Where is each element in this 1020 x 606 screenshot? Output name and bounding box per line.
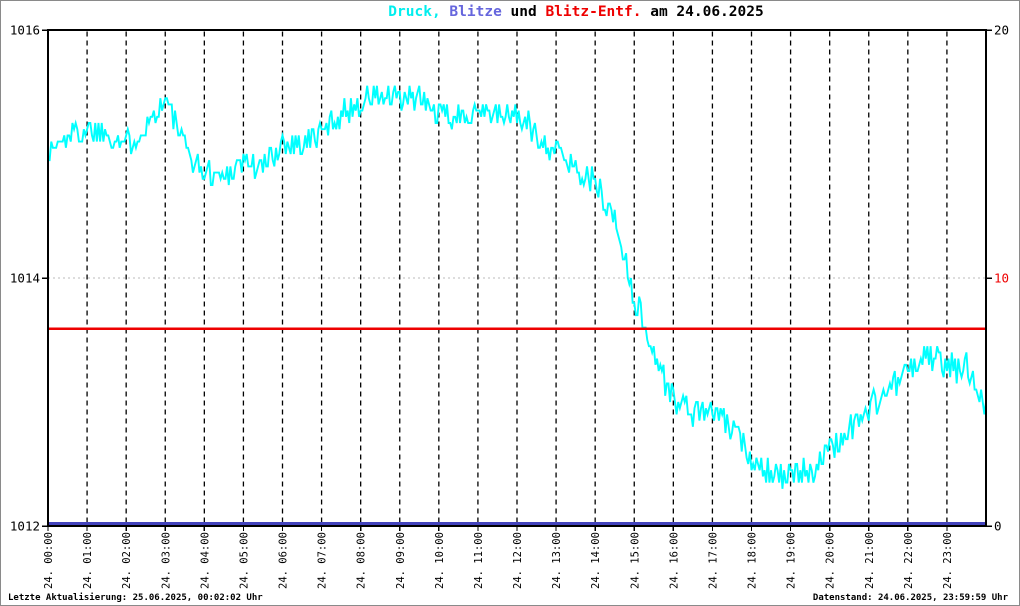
x-hour-tick-label: 24. 04:00 (199, 532, 211, 589)
x-hour-tick-label: 24. 18:00 (747, 532, 759, 589)
chart-title-part: und (501, 4, 546, 20)
x-hour-tick-label: 24. 21:00 (864, 532, 876, 589)
x-hour-tick-label: 24. 22:00 (903, 532, 915, 589)
chart-title-part: Blitze (440, 4, 502, 20)
x-hour-tick-label: 24. 20:00 (825, 532, 837, 589)
chart-title: Druck, Blitze und Blitz-Entf. am 24.06.2… (388, 4, 763, 20)
pressure-trace (48, 85, 987, 489)
x-hour-tick-label: 24. 10:00 (434, 532, 446, 589)
x-hour-tick-label: 24. 13:00 (551, 532, 563, 589)
y-left-tick-label: 1012 (10, 519, 40, 534)
x-hour-tick-label: 24. 11:00 (473, 532, 485, 589)
x-hour-tick-label: 24. 14:00 (590, 532, 602, 589)
x-hour-tick-label: 24. 00:00 (43, 532, 55, 589)
y-left-tick-label: 1014 (10, 271, 40, 286)
data-timestamp-text: Datenstand: 24.06.2025, 23:59:59 Uhr (812, 593, 1008, 603)
x-hour-tick-label: 24. 06:00 (278, 532, 290, 589)
chart-title-part: Druck, (388, 4, 441, 20)
y-right-tick-label: 20 (994, 23, 1009, 38)
x-hour-tick-label: 24. 23:00 (942, 532, 954, 589)
x-hour-tick-label: 24. 05:00 (238, 532, 250, 589)
y-left-tick-label: 1016 (10, 23, 40, 38)
x-hour-tick-label: 24. 17:00 (707, 532, 719, 589)
x-hour-tick-label: 24. 16:00 (668, 532, 680, 589)
chart-title-part: am 24.06.2025 (641, 4, 764, 20)
x-hour-tick-label: 24. 03:00 (160, 532, 172, 589)
x-hour-tick-label: 24. 02:00 (121, 532, 133, 589)
x-hour-tick-label: 24. 07:00 (317, 532, 329, 589)
x-hour-tick-label: 24. 15:00 (629, 532, 641, 589)
y-right-tick-label: 0 (994, 519, 1002, 534)
x-hour-tick-label: 24. 12:00 (512, 532, 524, 589)
last-update-text: Letzte Aktualisierung: 25.06.2025, 00:02… (8, 593, 263, 603)
y-right-tick-label: 10 (994, 271, 1009, 286)
x-hour-tick-label: 24. 08:00 (356, 532, 368, 589)
x-hour-tick-label: 24. 09:00 (395, 532, 407, 589)
x-hour-tick-label: 24. 01:00 (82, 532, 94, 589)
x-hour-tick-label: 24. 19:00 (786, 532, 798, 589)
chart-title-part: Blitz-Entf. (545, 4, 642, 20)
